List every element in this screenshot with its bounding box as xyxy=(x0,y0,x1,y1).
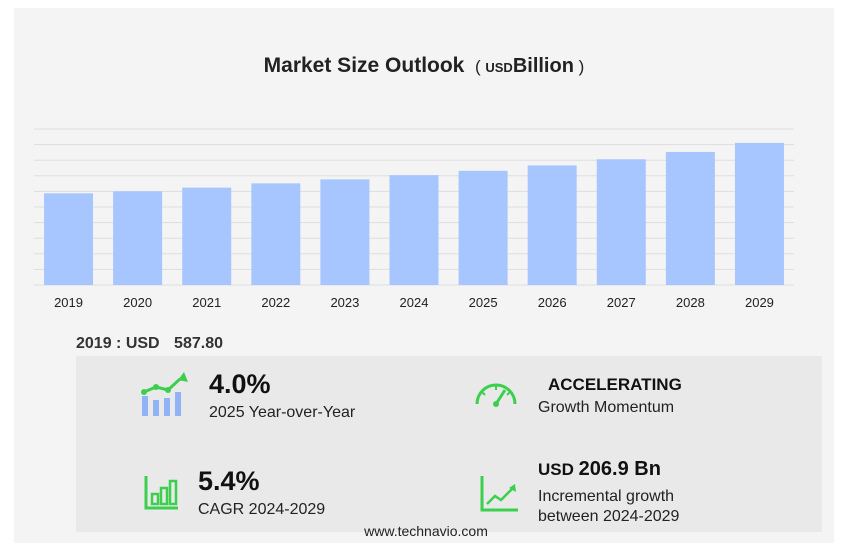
x-tick-label: 2025 xyxy=(469,295,498,310)
cagr-value: 5.4% xyxy=(198,466,260,496)
x-tick-label: 2020 xyxy=(123,295,152,310)
chart-card: Market Size Outlook ( USDBillion ) 2019 2… xyxy=(14,8,834,543)
bar-2027 xyxy=(596,159,646,285)
x-tick-label: 2029 xyxy=(745,295,774,310)
incremental-label-1: Incremental growth xyxy=(538,488,675,505)
bar-2025 xyxy=(458,170,508,285)
x-tick-label: 2021 xyxy=(192,295,221,310)
incremental-label-2: between 2024-2029 xyxy=(538,508,680,525)
bar-2022 xyxy=(251,183,301,285)
x-tick-label: 2024 xyxy=(400,295,429,310)
speedometer-icon xyxy=(475,383,517,407)
incremental-amount: 206.9 Bn xyxy=(578,458,661,480)
momentum-value: ACCELERATING xyxy=(548,375,682,394)
stats-panel: 4.0% 2025 Year-over-Year ACCELERATING Gr… xyxy=(76,356,822,532)
x-tick-label: 2026 xyxy=(538,295,567,310)
x-tick-label: 2023 xyxy=(330,295,359,310)
chart-title: Market Size Outlook ( USDBillion ) xyxy=(14,54,834,78)
line-trend-icon xyxy=(480,476,518,512)
bar-2023 xyxy=(320,179,370,285)
bar-chart: 2019 2020 2021 2022 2023 2024 2025 2026 2027 2028… xyxy=(34,128,794,310)
bar-chart-box-icon xyxy=(144,476,178,510)
bar-2021 xyxy=(182,187,232,285)
stat-cagr: 5.4% CAGR 2024-2029 xyxy=(198,466,325,520)
bar-line-growth-icon xyxy=(141,372,188,416)
chart-unit: ( USDBillion ) xyxy=(470,55,585,77)
base-year-label: 2019 : USD xyxy=(76,335,160,352)
incremental-prefix: USD xyxy=(538,460,574,479)
base-year-value: 2019 : USD 587.80 xyxy=(76,335,223,353)
yoy-label: 2025 Year-over-Year xyxy=(209,404,356,421)
unit-close-paren: ) xyxy=(578,57,585,76)
footer-site: www.technavio.com xyxy=(364,523,488,539)
yoy-value: 4.0% xyxy=(209,369,271,399)
cagr-label: CAGR 2024-2029 xyxy=(198,501,326,518)
bar-2028 xyxy=(665,151,715,285)
bar-2026 xyxy=(527,165,577,285)
chart-title-text: Market Size Outlook xyxy=(263,54,465,77)
stat-incremental: USD 206.9 Bn Incremental growth between … xyxy=(538,458,679,527)
bar-2019 xyxy=(44,193,94,285)
unit-open-paren: ( xyxy=(474,57,481,76)
bar-2029 xyxy=(734,142,784,285)
momentum-label: Growth Momentum xyxy=(538,399,675,416)
unit-currency: USD xyxy=(485,60,513,75)
x-tick-label: 2022 xyxy=(261,295,290,310)
bar-2020 xyxy=(113,191,163,285)
incremental-value: USD 206.9 Bn xyxy=(538,458,679,481)
stat-yoy: 4.0% 2025 Year-over-Year xyxy=(209,369,355,423)
bar-2024 xyxy=(389,175,439,285)
base-year-number: 587.80 xyxy=(174,335,223,352)
unit-scale: Billion xyxy=(512,55,574,77)
x-tick-label: 2027 xyxy=(607,295,636,310)
stat-momentum: ACCELERATING Growth Momentum xyxy=(538,374,682,418)
x-tick-label: 2019 xyxy=(54,295,83,310)
x-tick-label: 2028 xyxy=(676,295,705,310)
